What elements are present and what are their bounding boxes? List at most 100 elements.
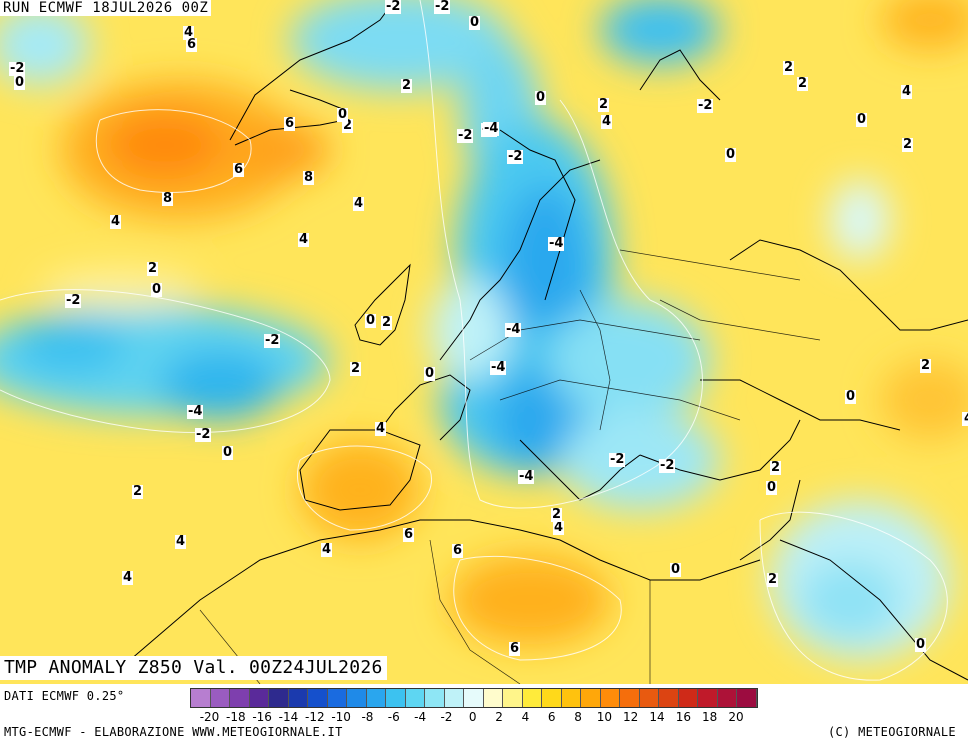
- contour-label: -2: [195, 427, 212, 442]
- map-canvas: [0, 0, 968, 684]
- colorbar-swatch: [561, 689, 581, 707]
- contour-label: 0: [766, 480, 778, 495]
- contour-label: -4: [187, 404, 204, 419]
- contour-label: 2: [401, 78, 413, 93]
- colorbar-tick-label: -6: [387, 710, 400, 724]
- contour-label: 4: [601, 114, 613, 129]
- contour-label: -2: [609, 452, 626, 467]
- colorbar-swatch: [678, 689, 698, 707]
- colorbar-tick-label: -10: [331, 710, 351, 724]
- contour-label: -2: [697, 98, 714, 113]
- run-label: RUN ECMWF 18JUL2026 00Z: [0, 0, 212, 16]
- contour-label: 2: [770, 460, 782, 475]
- contour-label: 2: [132, 484, 144, 499]
- contour-label: 6: [233, 162, 245, 177]
- colorbar-swatch: [386, 689, 406, 707]
- contour-label: -2: [507, 149, 524, 164]
- colorbar-tick-label: 8: [574, 710, 582, 724]
- contour-label: -4: [483, 121, 500, 136]
- contour-label: 4: [183, 25, 195, 40]
- colorbar-swatch: [483, 689, 503, 707]
- colorbar-swatch: [210, 689, 230, 707]
- contour-label: -2: [434, 0, 451, 14]
- contour-label: 2: [147, 261, 159, 276]
- contour-label: 6: [186, 37, 198, 52]
- contour-label: -2: [457, 128, 474, 143]
- contour-label: -2: [9, 61, 26, 76]
- colorbar: [190, 688, 758, 708]
- contour-label: 4: [553, 520, 565, 535]
- contour-label: 0: [222, 445, 234, 460]
- colorbar-swatch: [581, 689, 601, 707]
- contour-label: 0: [670, 562, 682, 577]
- contour-label: 4: [963, 412, 968, 426]
- borders: [199, 249, 821, 684]
- colorbar-tick-label: -8: [361, 710, 374, 724]
- colorbar-swatch: [600, 689, 620, 707]
- contour-label: 0: [424, 366, 436, 381]
- coastlines: [129, 0, 968, 681]
- contour-label: 4: [175, 534, 187, 549]
- temperature-anomaly-map: RUN ECMWF 18JUL2026 00Z -2 4 6 -2 0 -2 -…: [0, 0, 968, 685]
- contour-label: -4: [548, 236, 565, 251]
- colorbar-tick-label: -16: [252, 710, 272, 724]
- contour-label: 6: [284, 116, 296, 131]
- anomaly-field: [0, 0, 968, 660]
- contour-label: 0: [856, 112, 868, 127]
- contour-label: 6: [509, 641, 521, 656]
- contour-label: 2: [797, 76, 809, 91]
- colorbar-tick-label: 4: [521, 710, 530, 724]
- colorbar-swatch: [405, 689, 425, 707]
- colorbar-tick-label: -20: [199, 710, 220, 724]
- colorbar-tick-label: -2: [440, 710, 453, 724]
- contour-label: 4: [298, 232, 310, 247]
- contour-label: 4: [353, 196, 365, 211]
- contour-label: 4: [321, 542, 333, 557]
- isolines: [0, 0, 948, 681]
- contour-label: 0: [469, 15, 481, 30]
- credit-left: MTG-ECMWF - ELABORAZIONE WWW.METEOGIORNA…: [4, 725, 343, 739]
- colorbar-swatch: [249, 689, 269, 707]
- colorbar-tick-label: 14: [649, 710, 665, 724]
- colorbar-swatch: [639, 689, 659, 707]
- source-label: DATI ECMWF 0.25°: [4, 689, 125, 703]
- colorbar-swatch: [288, 689, 308, 707]
- colorbar-swatch: [444, 689, 464, 707]
- contour-label: 2: [783, 60, 795, 75]
- contour-label: 0: [535, 90, 547, 105]
- colorbar-swatch: [425, 689, 445, 707]
- contour-label: 0: [845, 389, 857, 404]
- colorbar-swatch: [717, 689, 737, 707]
- colorbar-swatch: [308, 689, 328, 707]
- colorbar-tick-label: -12: [304, 710, 325, 724]
- colorbar-swatch: [542, 689, 562, 707]
- contour-label: 2: [902, 137, 914, 152]
- contour-label: 2: [598, 97, 610, 112]
- contour-label: -4: [490, 360, 507, 375]
- colorbar-swatch: [503, 689, 523, 707]
- contour-label: 8: [162, 191, 174, 206]
- colorbar-tick-label: 12: [623, 710, 639, 724]
- contour-label: 8: [303, 170, 315, 185]
- contour-label: 2: [342, 118, 354, 133]
- credit-right: (C) METEOGIORNALE: [828, 725, 956, 739]
- contour-label: -2: [264, 333, 281, 348]
- contour-label: 0: [915, 637, 927, 652]
- colorbar-swatch: [327, 689, 347, 707]
- contour-label: -2: [65, 293, 82, 308]
- contour-label: 2: [551, 507, 563, 522]
- colorbar-swatch: [522, 689, 542, 707]
- colorbar-swatch: [464, 689, 484, 707]
- contour-label: 0: [725, 147, 737, 162]
- contour-label: 2: [350, 361, 362, 376]
- contour-label: 0: [14, 75, 26, 90]
- colorbar-swatch: [620, 689, 640, 707]
- map-title: TMP ANOMALY Z850 Val. 00Z24JUL2026: [0, 656, 387, 680]
- colorbar-swatch: [698, 689, 718, 707]
- colorbar-swatch: [659, 689, 679, 707]
- contour-label: 2: [767, 572, 779, 587]
- colorbar-swatch: [230, 689, 250, 707]
- colorbar-swatch: [737, 689, 757, 707]
- contour-label: 4: [122, 570, 134, 585]
- colorbar-tick-label: 0: [468, 710, 477, 724]
